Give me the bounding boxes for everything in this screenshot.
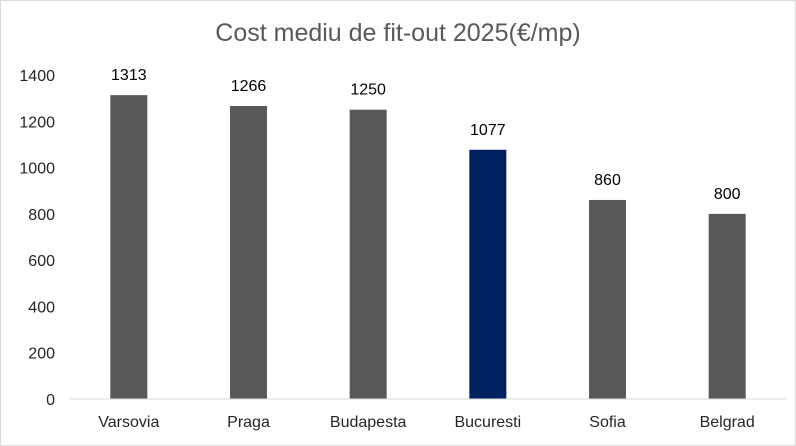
y-tick-label: 1200 [19,114,55,131]
y-tick-label: 400 [28,299,55,316]
y-tick-label: 1000 [19,161,55,178]
bar-sofia [589,199,626,399]
y-axis-ticks: 0 200 400 600 800 1000 1200 1400 [19,68,55,409]
x-category-label: Praga [227,414,270,431]
x-category-label: Varsovia [98,414,159,431]
data-labels-group: 1313 1266 1250 1077 860 800 [111,67,741,203]
data-label: 860 [594,172,621,189]
bars-group [110,95,746,400]
bar-belgrad [708,213,746,399]
x-category-label: Bucuresti [454,414,521,431]
y-tick-label: 200 [28,346,55,363]
bar-bucuresti [469,149,507,399]
data-label: 800 [714,186,741,203]
bar-praga [230,106,267,400]
data-label: 1077 [470,122,506,139]
y-tick-label: 1400 [19,68,55,85]
x-category-label: Belgrad [700,414,755,431]
bar-budapesta [349,109,387,399]
data-label: 1250 [350,82,386,99]
data-label: 1313 [111,67,147,84]
y-tick-label: 800 [28,207,55,224]
data-label: 1266 [231,78,267,95]
x-category-label: Sofia [589,414,626,431]
x-axis-categories: Varsovia Praga Budapesta Bucuresti Sofia Belg… [98,414,754,431]
y-tick-label: 600 [28,253,55,270]
x-category-label: Budapesta [330,414,407,431]
y-tick-label: 0 [46,392,55,409]
bar-varsovia [110,95,148,400]
chart-title: Cost mediu de fit-out 2025(€/mp) [215,19,580,47]
